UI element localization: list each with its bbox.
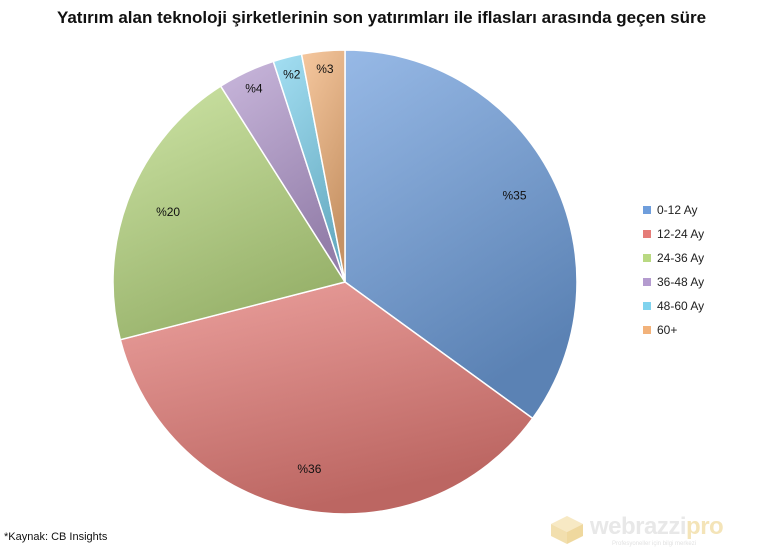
legend-swatch (643, 206, 651, 214)
watermark-tagline: Profesyoneller için bilgi merkezi (612, 541, 697, 547)
legend-swatch (643, 302, 651, 310)
data-label-12-24-ay: %36 (297, 462, 321, 476)
chart-title: Yatırım alan teknoloji şirketlerinin son… (56, 8, 707, 27)
pie-slice-0-12-ay (344, 49, 578, 420)
cube-logo-icon (551, 516, 583, 544)
source-note: *Kaynak: CB Insights (4, 531, 108, 543)
legend-label: 60+ (657, 323, 678, 337)
legend-item-24-36-ay: 24-36 Ay (643, 246, 704, 270)
watermark-brand: webrazzipro (590, 513, 724, 540)
legend-item-60plus: 60+ (643, 318, 704, 342)
webrazzi-pro-watermark: webrazzipro Profesyoneller için bilgi me… (550, 511, 760, 551)
legend-item-48-60-ay: 48-60 Ay (643, 294, 704, 318)
data-label-36-48-ay: %4 (245, 81, 263, 95)
chart-legend: 0-12 Ay 12-24 Ay 24-36 Ay 36-48 Ay 48-60 Ay 6… (643, 198, 704, 342)
pie-slice-60plus (300, 49, 346, 283)
legend-swatch (643, 278, 651, 286)
data-label-0-12-ay: %35 (502, 189, 526, 203)
pie-slice-12-24-ay (119, 281, 534, 515)
legend-item-12-24-ay: 12-24 Ay (643, 222, 704, 246)
legend-label: 0-12 Ay (657, 203, 698, 217)
legend-label: 24-36 Ay (657, 251, 705, 265)
legend-item-0-12-ay: 0-12 Ay (643, 198, 704, 222)
legend-swatch (643, 230, 651, 238)
data-label-24-36-ay: %20 (156, 205, 180, 219)
legend-swatch (643, 254, 651, 262)
data-label-48-60-ay: %2 (283, 68, 301, 82)
pie-data-labels: %35 %36 %20 %4 %2 %3 (156, 62, 527, 476)
legend-label: 12-24 Ay (657, 227, 705, 241)
legend-swatch (643, 326, 651, 334)
legend-item-36-48-ay: 36-48 Ay (643, 270, 704, 294)
legend-label: 48-60 Ay (657, 299, 705, 313)
legend-label: 36-48 Ay (657, 275, 705, 289)
pie-slices (112, 49, 578, 515)
data-label-60plus: %3 (316, 62, 334, 76)
pie-slice-24-36-ay (112, 85, 347, 341)
